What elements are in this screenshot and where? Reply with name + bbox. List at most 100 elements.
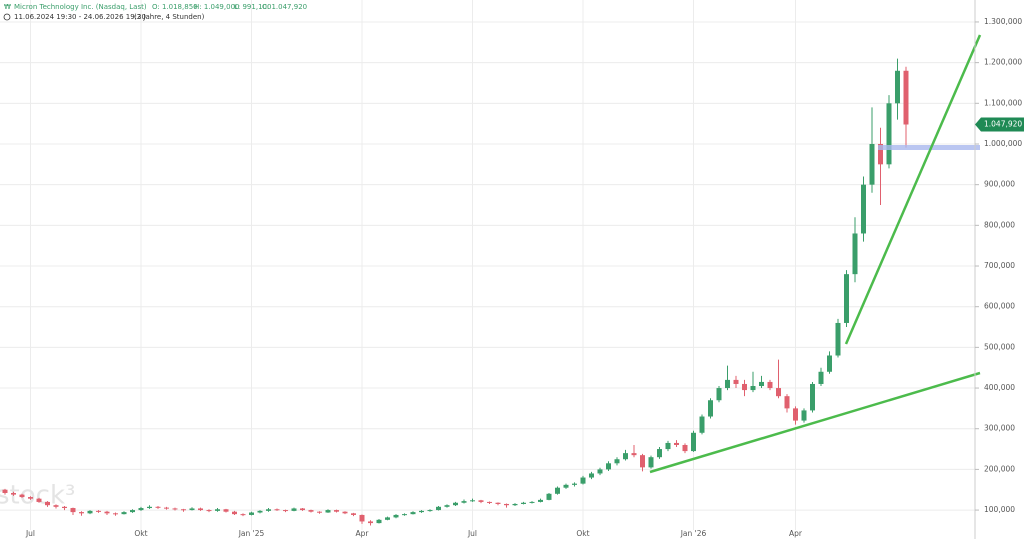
candle-body bbox=[512, 503, 518, 506]
candle-body bbox=[682, 444, 688, 452]
trend-line bbox=[649, 371, 981, 474]
x-tick-label: Apr bbox=[789, 529, 803, 538]
candle-body bbox=[444, 505, 450, 507]
candle-body bbox=[597, 469, 603, 474]
candle-body bbox=[257, 510, 263, 513]
candle-body bbox=[436, 506, 441, 511]
candle-body bbox=[665, 442, 671, 450]
trend-line bbox=[844, 34, 982, 345]
candle-body bbox=[487, 501, 492, 503]
duration: (2 Jahre, 4 Stunden) bbox=[134, 13, 205, 21]
y-tick-label: 200,000 bbox=[984, 464, 1015, 473]
candle-body bbox=[495, 502, 501, 504]
candle-body bbox=[138, 508, 144, 511]
candle-body bbox=[87, 510, 93, 514]
candle-body bbox=[402, 514, 407, 516]
candle-body bbox=[852, 233, 858, 275]
candle-body bbox=[121, 512, 127, 515]
candle-body bbox=[283, 510, 288, 512]
y-tick-label: 500,000 bbox=[984, 342, 1015, 351]
symbol-icon: ₩ bbox=[4, 3, 11, 11]
candle-body bbox=[767, 381, 773, 389]
candle-body bbox=[359, 514, 365, 522]
candle-body bbox=[164, 507, 169, 509]
candle-body bbox=[759, 381, 764, 387]
candle-body bbox=[529, 501, 535, 503]
candle-body bbox=[291, 508, 297, 511]
candle-body bbox=[886, 103, 892, 165]
candle-body bbox=[11, 492, 16, 495]
candle-body bbox=[504, 503, 509, 506]
candle-body bbox=[538, 499, 543, 502]
candle-body bbox=[376, 519, 382, 524]
candle-body bbox=[351, 513, 356, 515]
close-value: C: 1.047,920 bbox=[262, 3, 307, 11]
clock-icon bbox=[3, 13, 11, 21]
last-price-label: 1.047,920 bbox=[984, 119, 1022, 128]
candle-body bbox=[45, 501, 50, 506]
candle-body bbox=[631, 453, 637, 456]
candle-body bbox=[606, 463, 611, 470]
candle-body bbox=[28, 497, 33, 499]
candle-body bbox=[733, 379, 739, 384]
candle-body bbox=[708, 400, 713, 417]
candle-body bbox=[580, 477, 586, 484]
y-tick-label: 900,000 bbox=[984, 180, 1015, 189]
candle-body bbox=[657, 449, 662, 458]
last-price-tag bbox=[975, 117, 1024, 132]
candle-body bbox=[70, 508, 76, 513]
candle-body bbox=[563, 484, 569, 488]
y-tick-label: 1.100,000 bbox=[984, 98, 1022, 107]
candle-body bbox=[461, 501, 467, 503]
candle-body bbox=[385, 517, 390, 520]
candle-body bbox=[801, 410, 807, 421]
x-tick-label: Jan '25 bbox=[238, 529, 265, 538]
axis-labels: 100,000 200,000 300,000 400,000 500,000 600,0… bbox=[25, 17, 1024, 538]
y-tick-label: 800,000 bbox=[984, 220, 1015, 229]
candle-body bbox=[130, 510, 135, 513]
candle-body bbox=[699, 416, 705, 433]
candle-body bbox=[317, 511, 322, 513]
candle-body bbox=[546, 493, 552, 500]
candle-body bbox=[334, 510, 339, 512]
candle-body bbox=[827, 355, 832, 372]
candle-body bbox=[2, 489, 8, 493]
candle-body bbox=[555, 487, 560, 494]
candle-body bbox=[393, 514, 399, 518]
candle-body bbox=[36, 498, 42, 502]
candle-body bbox=[674, 442, 679, 445]
candle-body bbox=[104, 511, 110, 514]
candle-body bbox=[572, 483, 577, 485]
candle-body bbox=[725, 379, 730, 389]
candle-body bbox=[308, 510, 314, 512]
candle-body bbox=[53, 505, 59, 507]
candle-body bbox=[427, 510, 433, 512]
y-tick-label: 1.000,000 bbox=[984, 139, 1022, 148]
y-tick-label: 1.300,000 bbox=[984, 17, 1022, 26]
candle-body bbox=[198, 508, 203, 511]
candle-body bbox=[614, 459, 620, 464]
candle-body bbox=[215, 509, 220, 511]
candle-body bbox=[623, 453, 628, 460]
candle-body bbox=[79, 512, 84, 514]
y-tick-label: 700,000 bbox=[984, 261, 1015, 270]
candle-body bbox=[368, 521, 373, 524]
candle-body bbox=[300, 508, 305, 511]
candle-body bbox=[869, 143, 875, 185]
y-tick-label: 600,000 bbox=[984, 302, 1015, 311]
low-value: L: 991,100 bbox=[234, 3, 271, 11]
candle-body bbox=[62, 506, 67, 509]
y-tick-label: 1.200,000 bbox=[984, 58, 1022, 67]
candle-body bbox=[240, 514, 246, 516]
x-tick-label: Okt bbox=[576, 529, 589, 538]
open-value: O: 1.018,850 bbox=[152, 3, 198, 11]
symbol: Micron Technology Inc. (Nasdaq, Last) bbox=[14, 3, 147, 11]
candle-body bbox=[818, 371, 824, 384]
candle-body bbox=[878, 143, 883, 165]
candle-body bbox=[784, 396, 790, 409]
candle-body bbox=[521, 502, 526, 504]
support-zone bbox=[878, 145, 980, 150]
y-tick-label: 100,000 bbox=[984, 505, 1015, 514]
candle-body bbox=[147, 506, 152, 509]
candle-body bbox=[750, 386, 756, 391]
